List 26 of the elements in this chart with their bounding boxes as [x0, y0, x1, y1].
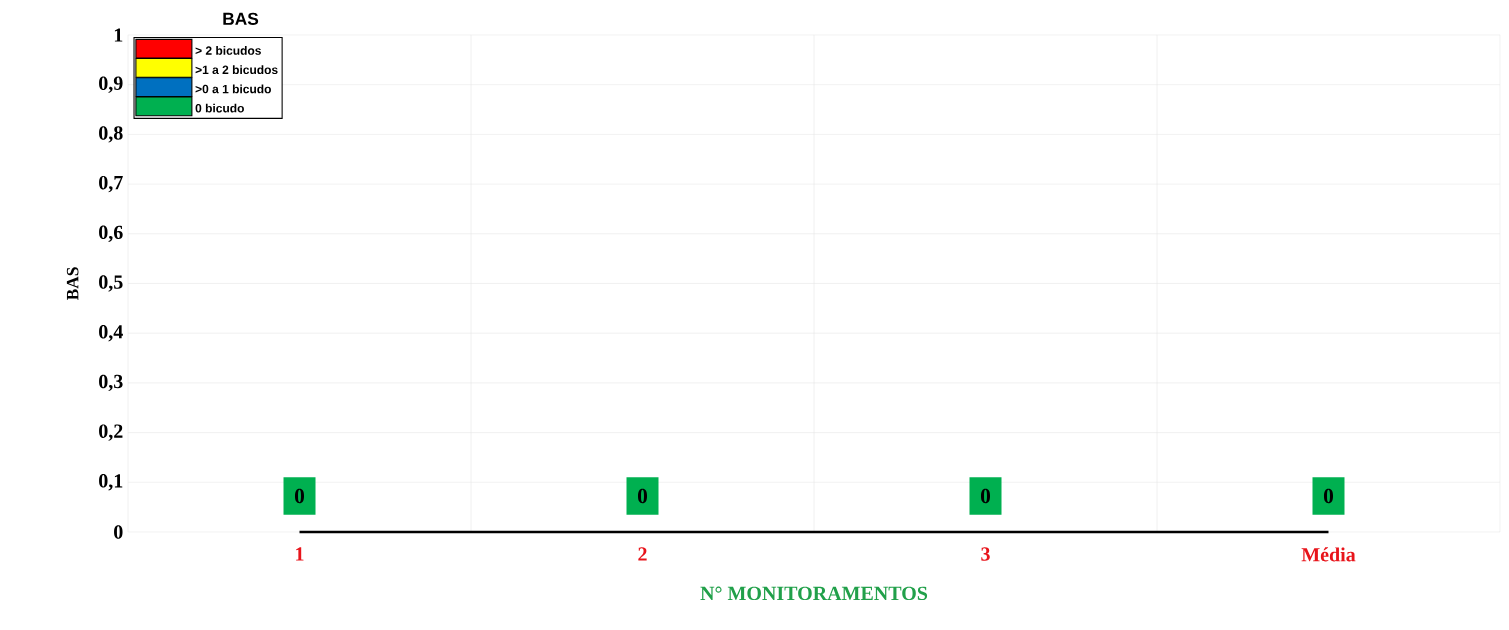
data-label: 0 [294, 488, 305, 504]
y-tick-label: 0,5 [99, 275, 123, 292]
x-tick-label: 1 [296, 547, 304, 561]
x-axis-title: N° MONITORAMENTOS [700, 586, 928, 601]
y-tick-label: 0,7 [99, 175, 123, 193]
x-tick-label: 2 [638, 547, 647, 561]
chart-title: BAS [223, 12, 259, 25]
y-axis-title: BAS [66, 267, 79, 301]
data-label: 0 [1323, 488, 1334, 504]
x-tick-label: Média [1301, 547, 1356, 562]
legend-label: 0 bicudo [195, 103, 244, 113]
y-tick-label: 0,3 [99, 374, 123, 392]
legend-label: >0 a 1 bicudo [195, 84, 271, 94]
y-tick-label: 0,2 [99, 424, 123, 441]
y-tick-label: 0,1 [99, 474, 123, 491]
legend-label: > 2 bicudos [195, 46, 261, 55]
y-tick-label: 1 [114, 28, 123, 42]
legend-label: >1 a 2 bicudos [195, 65, 278, 75]
data-label: 0 [980, 488, 991, 504]
y-tick-label: 0,6 [99, 225, 123, 242]
y-tick-label: 0,4 [99, 324, 123, 342]
y-tick-label: 0,9 [99, 76, 123, 93]
data-label: 0 [637, 488, 648, 504]
y-tick-label: 0 [114, 525, 123, 539]
y-tick-label: 0,8 [99, 126, 123, 143]
x-tick-label: 3 [981, 547, 990, 561]
